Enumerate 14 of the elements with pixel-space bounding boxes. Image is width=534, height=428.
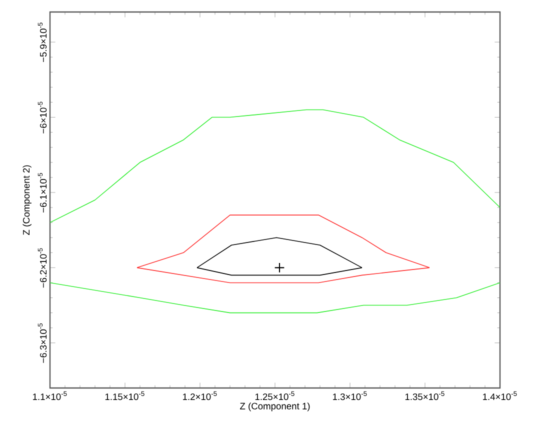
y-tick-label: −6.1×10$^{-5}$ — [38, 173, 47, 212]
y-axis-title: Z (Component 2) — [22, 165, 32, 235]
x-axis-title: Z (Component 1) — [240, 402, 310, 412]
y-tick-label: −5.9×10$^{-5}$ — [38, 22, 47, 62]
y-tick-label: −6.3×10$^{-5}$ — [38, 323, 47, 363]
x-tick-label: 1.35×10$^{-5}$ — [405, 391, 444, 400]
y-tick-label: −6×10$^{-5}$ — [38, 102, 47, 134]
x-tick-label: 1.3×10$^{-5}$ — [333, 391, 367, 400]
x-tick-label: 1.1×10$^{-5}$ — [33, 391, 67, 400]
y-tick-label: −6.2×10$^{-5}$ — [38, 248, 47, 288]
x-tick-label: 1.4×10$^{-5}$ — [483, 391, 517, 400]
x-tick-label: 1.2×10$^{-5}$ — [183, 391, 217, 400]
x-tick-label: 1.25×10$^{-5}$ — [255, 391, 294, 400]
x-tick-label: 1.15×10$^{-5}$ — [105, 391, 144, 400]
